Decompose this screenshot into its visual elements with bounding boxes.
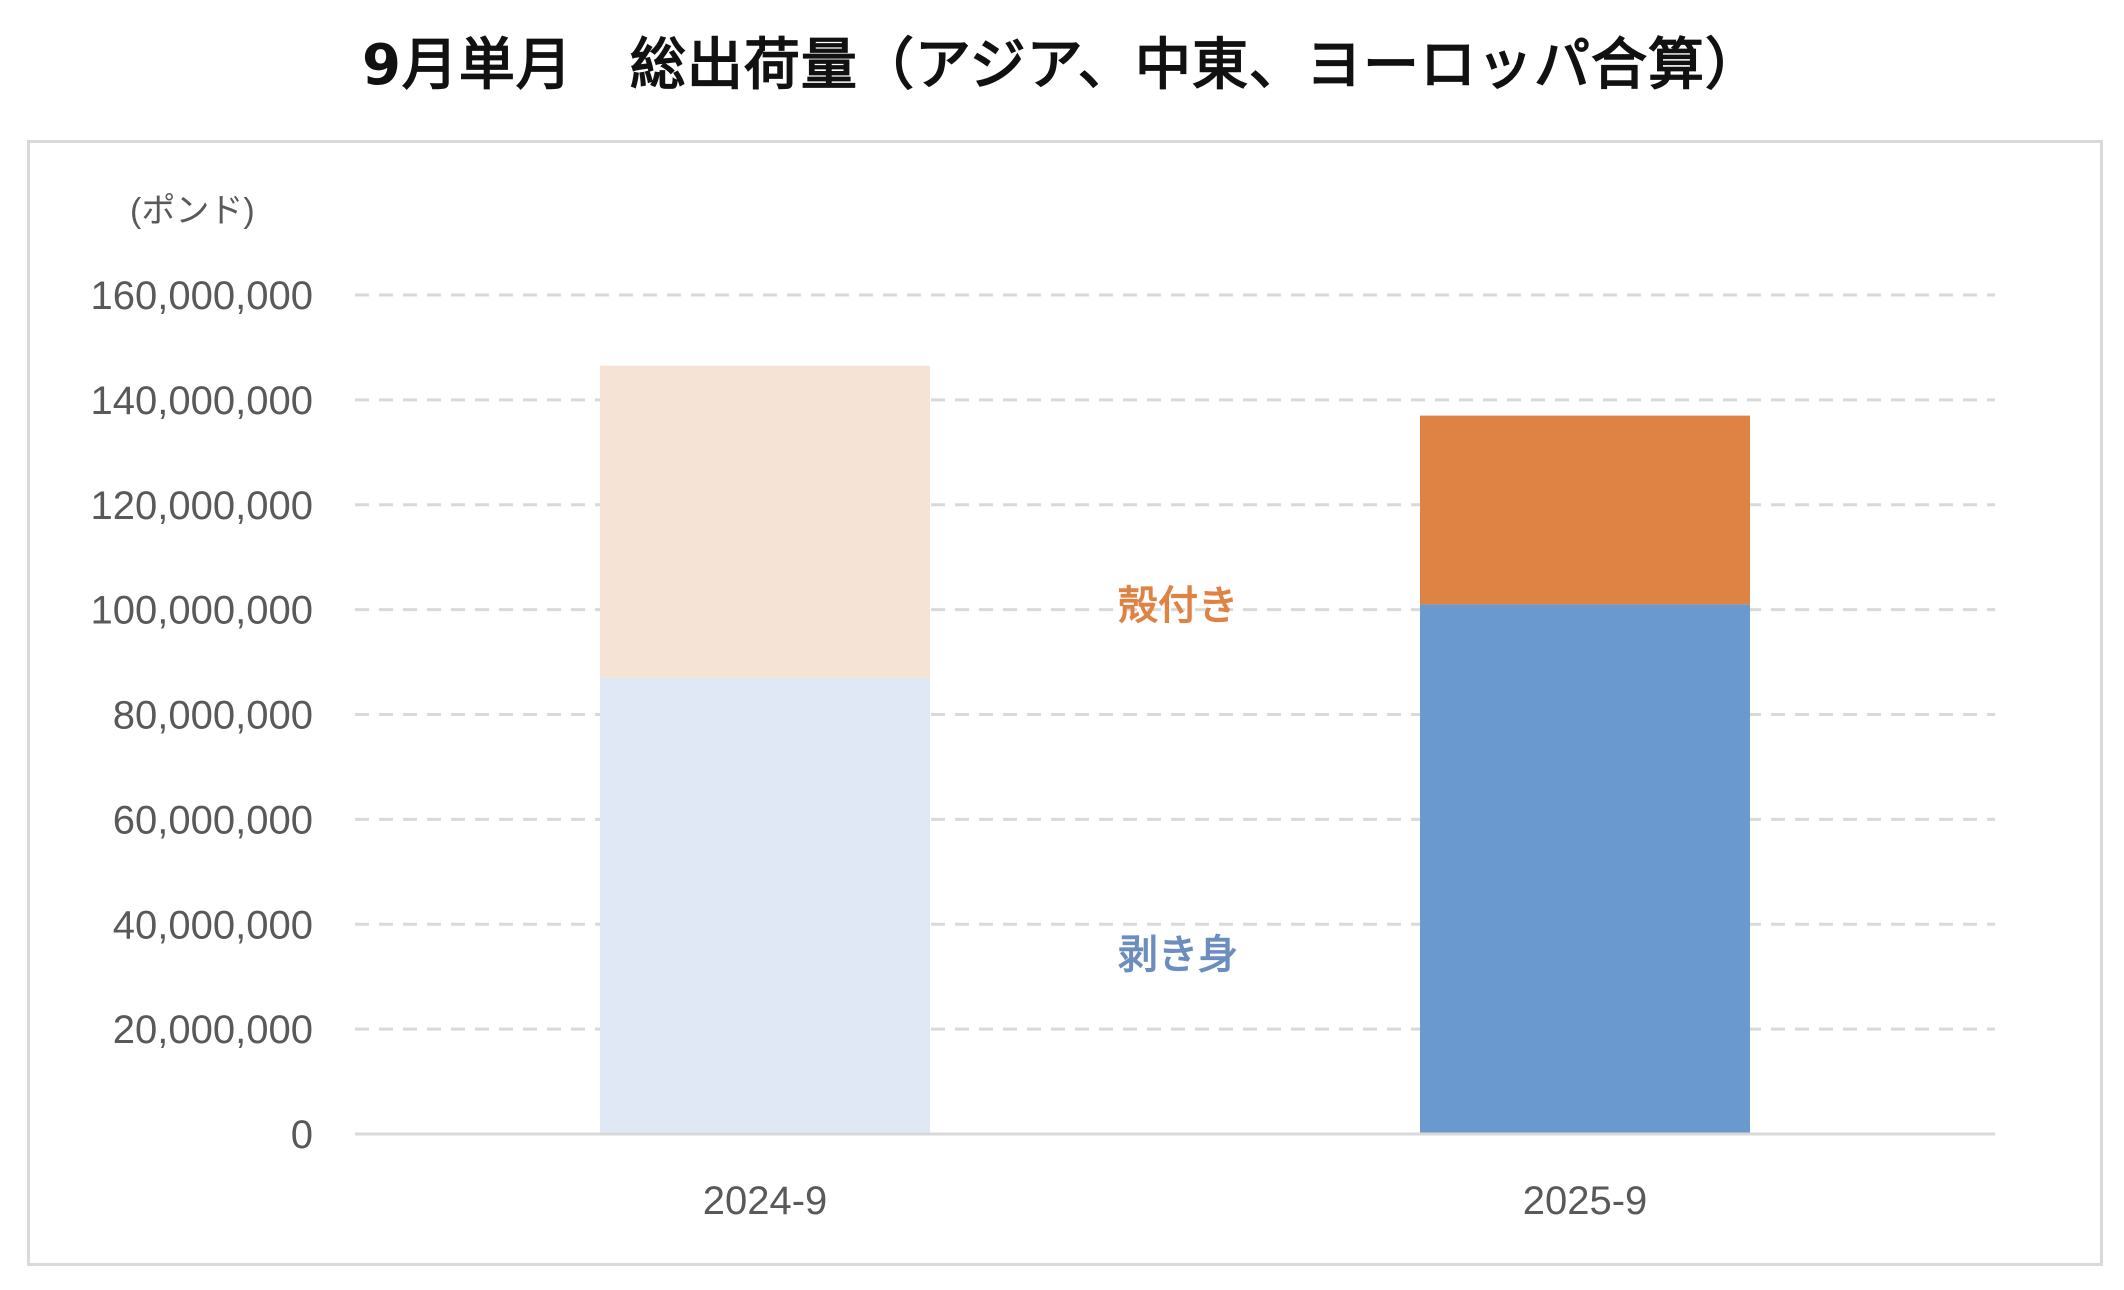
x-tick-label: 2025-9: [1523, 1179, 1648, 1223]
bar-segment: [1420, 415, 1750, 605]
bar-segment: [1420, 604, 1750, 1134]
series-label: 殻付き: [1118, 583, 1238, 629]
y-unit-label: (ポンド): [130, 192, 255, 230]
y-tick-label: 80,000,000: [113, 694, 313, 738]
chart-title: 9月単月 総出荷量（アジア、中東、ヨーロッパ合算）: [361, 33, 1763, 98]
x-tick-label: 2024-9: [703, 1179, 828, 1223]
y-tick-label: 0: [291, 1113, 313, 1157]
y-tick-label: 160,000,000: [91, 274, 313, 318]
y-tick-label: 20,000,000: [113, 1008, 313, 1052]
y-tick-label: 100,000,000: [91, 589, 313, 633]
bar-segment: [600, 365, 930, 678]
chart-frame: [27, 140, 2103, 1266]
bars: [600, 365, 1750, 1134]
y-tick-label: 140,000,000: [91, 379, 313, 423]
x-axis-ticks: 2024-9 2025-9: [703, 1179, 1648, 1223]
y-axis-ticks: 0 20,000,000 40,000,000 60,000,000 80,000,00…: [91, 274, 313, 1157]
series-label: 剥き身: [1118, 932, 1238, 978]
y-tick-label: 60,000,000: [113, 798, 313, 842]
bar-segment: [600, 677, 930, 1134]
y-tick-label: 40,000,000: [113, 903, 313, 947]
y-tick-label: 120,000,000: [91, 484, 313, 528]
